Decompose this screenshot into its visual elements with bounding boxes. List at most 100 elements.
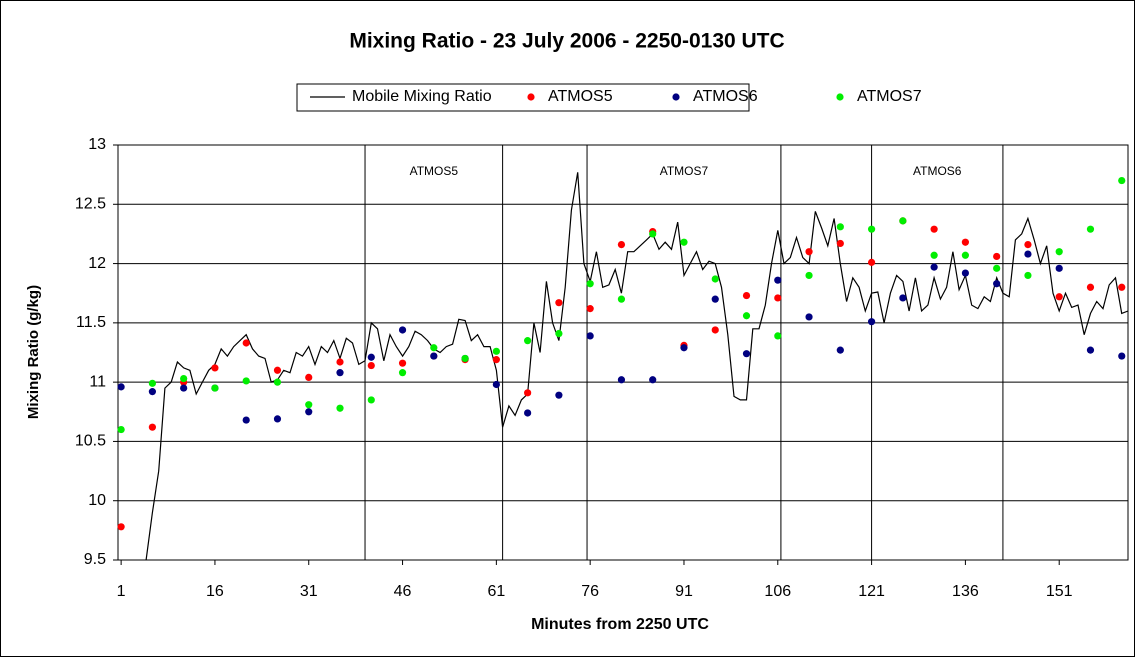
data-point (805, 271, 813, 280)
data-point (742, 350, 751, 358)
data-point (398, 359, 407, 367)
data-point (586, 280, 594, 288)
y-tick-label: 11.5 (76, 314, 106, 331)
data-point (993, 252, 1001, 261)
data-point (649, 230, 657, 238)
data-point (180, 374, 188, 383)
data-point (774, 332, 782, 340)
y-tick-label: 12.5 (75, 196, 106, 213)
data-point (148, 379, 156, 387)
y-tick-label: 12 (88, 255, 106, 272)
data-point (336, 404, 344, 412)
data-point (555, 329, 563, 338)
data-point (273, 378, 282, 386)
data-point (524, 389, 532, 397)
data-point (367, 353, 375, 361)
data-point (836, 223, 844, 231)
data-point (617, 295, 626, 303)
data-point (711, 326, 719, 334)
data-point (742, 312, 751, 320)
data-point (1118, 352, 1126, 360)
data-point (430, 352, 438, 360)
data-point (805, 313, 813, 321)
x-tick-label: 76 (581, 583, 599, 600)
legend-swatch (527, 93, 535, 101)
x-tick-label: 121 (858, 583, 885, 600)
data-point (398, 369, 407, 377)
data-point (492, 380, 500, 389)
data-point (1024, 250, 1032, 258)
data-point (930, 263, 938, 271)
x-tick-label: 61 (487, 583, 505, 600)
legend-label: ATMOS5 (548, 88, 613, 105)
data-point (961, 251, 969, 259)
data-point (930, 225, 938, 233)
data-point (617, 241, 626, 249)
data-point (680, 344, 688, 352)
data-point (899, 217, 907, 225)
y-axis-label: Mixing Ratio (g/kg) (25, 285, 42, 419)
data-point (305, 401, 313, 409)
data-line (145, 172, 1129, 561)
x-tick-label: 136 (952, 583, 979, 600)
data-point (680, 238, 688, 246)
data-point (305, 373, 313, 381)
data-point (148, 388, 156, 396)
data-point (867, 225, 876, 233)
data-point (1086, 225, 1095, 233)
legend-label: ATMOS7 (857, 88, 922, 105)
data-point (492, 356, 500, 364)
data-point (1086, 346, 1095, 354)
x-tick-label: 91 (675, 583, 693, 600)
data-point (555, 391, 563, 399)
data-point (336, 358, 344, 366)
data-point (461, 354, 469, 363)
data-point (367, 396, 375, 404)
data-point (805, 248, 813, 256)
data-point (492, 347, 500, 355)
data-point (1118, 176, 1126, 185)
x-tick-label: 16 (206, 583, 224, 600)
data-point (367, 361, 375, 370)
data-point (836, 239, 844, 248)
region-label: ATMOS7 (660, 164, 709, 178)
x-tick-label: 151 (1046, 583, 1073, 600)
data-point (899, 294, 907, 302)
data-point (649, 376, 657, 384)
region-label: ATMOS5 (410, 164, 459, 178)
data-point (242, 339, 250, 347)
data-point (305, 408, 313, 416)
data-point (524, 337, 532, 345)
legend-swatch (836, 93, 844, 101)
data-point (617, 376, 626, 384)
region-label: ATMOS6 (913, 164, 962, 178)
data-point (211, 384, 219, 392)
data-point (961, 238, 969, 246)
x-tick-label: 1 (117, 583, 126, 600)
data-point (1055, 264, 1063, 272)
x-tick-label: 31 (300, 583, 318, 600)
data-point (336, 369, 344, 377)
data-point (993, 264, 1001, 272)
data-point (1055, 248, 1063, 256)
legend-swatch (672, 93, 680, 101)
x-tick-label: 106 (764, 583, 791, 600)
data-point (117, 523, 125, 531)
data-point (961, 269, 969, 277)
data-point (742, 291, 751, 300)
data-point (273, 415, 282, 423)
data-point (180, 384, 188, 392)
data-point (1118, 283, 1126, 291)
data-point (242, 416, 250, 424)
data-point (117, 383, 125, 391)
data-point (430, 344, 438, 352)
data-point (867, 258, 876, 266)
legend-label: Mobile Mixing Ratio (352, 88, 492, 105)
data-point (774, 276, 782, 284)
y-tick-label: 11 (89, 373, 106, 390)
data-point (586, 332, 594, 340)
y-tick-label: 10 (88, 492, 106, 509)
data-point (148, 423, 156, 431)
data-point (1086, 283, 1095, 291)
data-point (586, 305, 594, 313)
